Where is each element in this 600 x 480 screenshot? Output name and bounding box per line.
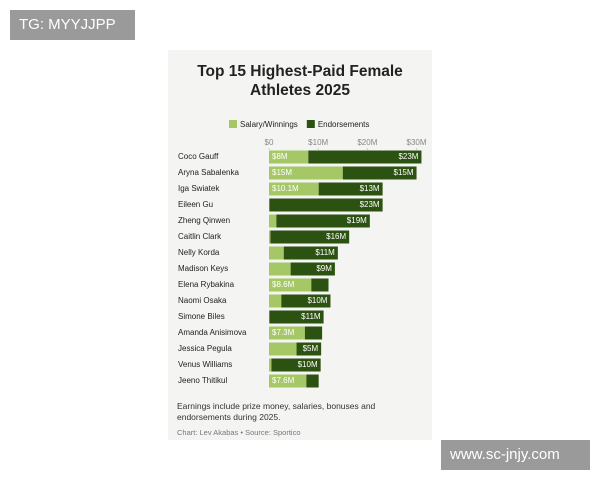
bar-segment (269, 262, 291, 276)
y-tick-label: Nelly Korda (178, 248, 220, 257)
value-label: $7.6M (272, 376, 295, 385)
value-label: $11M (301, 312, 321, 321)
value-label: $8M (272, 152, 288, 161)
y-tick-label: Jessica Pegula (178, 344, 232, 353)
bar-segment (271, 358, 321, 372)
bar-segment (283, 246, 338, 260)
value-label: $23M (360, 200, 380, 209)
x-tick-label: $30M (407, 138, 427, 147)
bar-segment (269, 214, 277, 228)
y-tick-label: Simone Biles (178, 312, 225, 321)
value-label: $10M (307, 296, 327, 305)
y-tick-label: Elena Rybakina (178, 280, 235, 289)
bar-segment (269, 326, 305, 340)
y-tick-label: Iga Swiatek (178, 184, 220, 193)
legend-swatch (306, 120, 315, 128)
value-label: $13M (360, 184, 380, 193)
bar-segment (342, 166, 417, 180)
legend-label: Endorsements (318, 120, 370, 129)
value-label: $15M (394, 168, 414, 177)
bar-segment (269, 150, 309, 164)
watermark: TG: MYYJJPP (10, 10, 135, 40)
value-label: $10M (298, 360, 318, 369)
y-tick-label: Amanda Anisimova (178, 328, 247, 337)
value-label: $15M (272, 168, 292, 177)
bar-segment (311, 278, 329, 292)
y-tick-label: Jeeno Thitikul (178, 376, 227, 385)
bar-segment (269, 358, 272, 372)
y-tick-label: Eileen Gu (178, 200, 213, 209)
bar-segment (306, 374, 319, 388)
bar-segment (269, 374, 307, 388)
y-tick-label: Coco Gauff (178, 152, 219, 161)
bar-segment (276, 214, 370, 228)
y-tick-label: Madison Keys (178, 264, 228, 273)
bar-segment (269, 310, 324, 324)
bar-segment (281, 294, 331, 308)
y-tick-label: Caitlin Clark (178, 232, 222, 241)
value-label: $7.3M (272, 328, 295, 337)
value-label: $11M (315, 248, 335, 257)
y-tick-label: Venus Williams (178, 360, 232, 369)
legend-label: Salary/Winnings (240, 120, 298, 129)
value-label: $9M (316, 264, 332, 273)
bar-segment (290, 262, 335, 276)
value-label: $16M (326, 232, 346, 241)
bar-segment (269, 166, 343, 180)
chart-source: Chart: Lev Akabas • Source: Sportico (177, 428, 301, 437)
value-label: $10.1M (272, 184, 299, 193)
value-label: $8.6M (272, 280, 295, 289)
bar-segment (269, 294, 282, 308)
bar-segment (269, 278, 312, 292)
bar-segment (269, 182, 319, 196)
chart-title: Top 15 Highest-Paid Female Athletes 2025 (197, 63, 403, 99)
x-tick-label: $0 (265, 138, 274, 147)
bar-segment (269, 198, 383, 212)
x-tick-label: $20M (357, 138, 377, 147)
y-tick-label: Aryna Sabalenka (178, 168, 239, 177)
value-label: $19M (347, 216, 367, 225)
bar-segment (269, 246, 284, 260)
bar-segment (296, 342, 322, 356)
bar-segment (304, 326, 323, 340)
chart-note: Earnings include prize money, salaries, … (177, 401, 376, 422)
bar-segment (269, 342, 297, 356)
bar-segment (318, 182, 383, 196)
y-tick-label: Zheng Qinwen (178, 216, 230, 225)
value-label: $23M (398, 152, 418, 161)
watermark: www.sc-jnjy.com (441, 440, 590, 470)
bar-segment (270, 230, 350, 244)
x-tick-label: $10M (308, 138, 328, 147)
value-label: $5M (303, 344, 319, 353)
bar-segment (308, 150, 422, 164)
bar-segment (269, 230, 271, 244)
y-tick-label: Naomi Osaka (178, 296, 227, 305)
legend-swatch (229, 120, 237, 128)
